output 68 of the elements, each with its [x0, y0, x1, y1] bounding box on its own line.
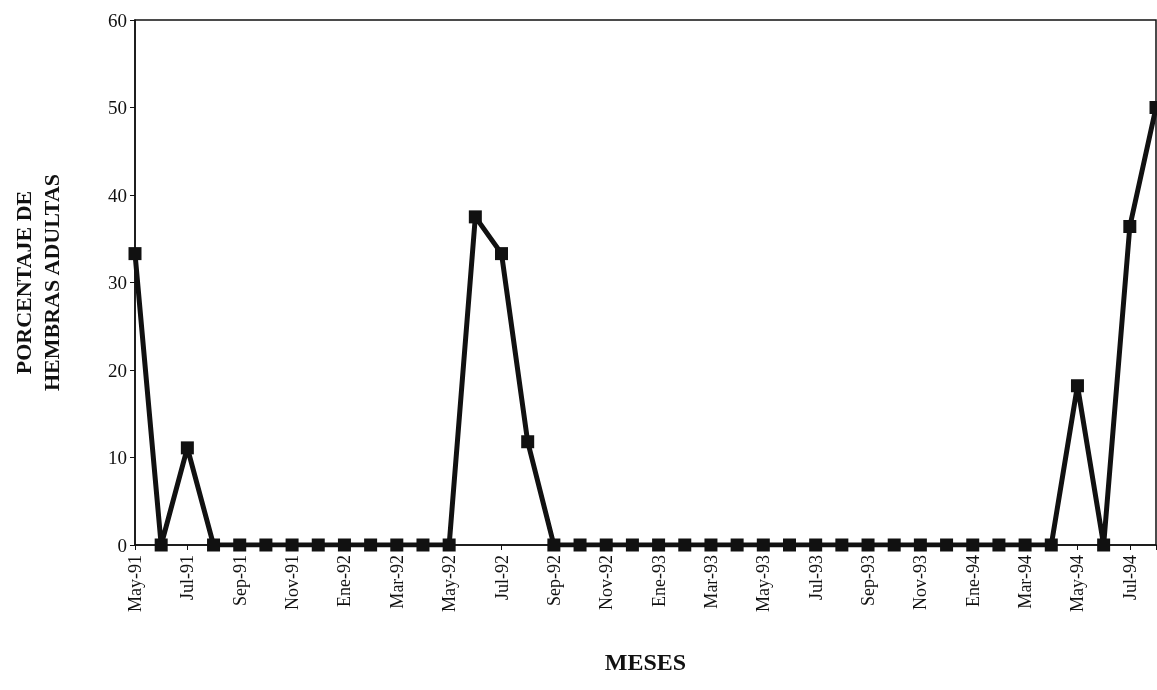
point — [180, 441, 194, 455]
x-tick-label: Nov-92 — [596, 555, 617, 610]
x-tick-label: Jul-92 — [491, 555, 512, 600]
y-tick-label: 0 — [117, 534, 127, 556]
point — [468, 210, 482, 224]
point — [730, 538, 744, 552]
point — [940, 538, 954, 552]
point — [364, 538, 378, 552]
point — [285, 538, 299, 552]
y-tick-label: 40 — [108, 184, 127, 206]
x-tick-label: Mar-93 — [700, 555, 721, 609]
point — [992, 538, 1006, 552]
y-tick-label: 30 — [108, 272, 127, 293]
point — [573, 538, 587, 552]
point — [887, 538, 901, 552]
point — [442, 538, 456, 552]
y-tick-label: 50 — [108, 97, 127, 118]
point — [835, 538, 849, 552]
x-tick-label: Ene-93 — [648, 555, 669, 607]
x-tick-label: Nov-93 — [910, 555, 931, 610]
x-tick-label: Ene-94 — [962, 555, 983, 607]
point — [337, 538, 351, 552]
x-tick-label: Mar-94 — [1015, 555, 1036, 609]
point — [390, 538, 404, 552]
point — [652, 538, 666, 552]
y-tick-label: 60 — [108, 9, 127, 31]
point — [704, 538, 718, 552]
x-tick-label: May-91 — [125, 555, 145, 612]
point — [1044, 538, 1058, 552]
point — [625, 538, 639, 552]
point — [678, 538, 692, 552]
x-tick-label: May-94 — [1067, 555, 1088, 612]
point — [1097, 538, 1111, 552]
point — [495, 247, 509, 261]
x-tick-label: Mar-92 — [386, 555, 407, 609]
point — [861, 538, 875, 552]
x-axis-title: MESES — [604, 649, 687, 675]
y-tick-label: 20 — [108, 359, 127, 381]
x-tick-label: May-93 — [753, 555, 774, 612]
point — [416, 538, 430, 552]
point — [521, 435, 535, 449]
x-tick-label: Jul-91 — [177, 555, 198, 600]
x-tick-label: Sep-92 — [543, 555, 564, 606]
point — [599, 538, 613, 552]
point — [756, 538, 770, 552]
x-tick-label: Sep-93 — [858, 555, 879, 606]
point — [311, 538, 325, 552]
point — [547, 538, 561, 552]
x-tick-label: Ene-92 — [334, 555, 355, 607]
point — [154, 538, 168, 552]
x-tick-label: Jul-93 — [805, 555, 826, 600]
point — [809, 538, 823, 552]
point — [1123, 220, 1137, 233]
point — [233, 538, 247, 552]
point — [1018, 538, 1032, 552]
x-tick-label: May-92 — [439, 555, 460, 612]
point — [966, 538, 980, 552]
x-tick-label: Jul-94 — [1119, 555, 1140, 600]
point — [782, 538, 796, 552]
x-tick-label: Nov-91 — [282, 555, 303, 610]
point — [128, 247, 142, 261]
point — [1070, 379, 1084, 393]
point — [259, 538, 273, 552]
point — [207, 538, 221, 552]
y-tick-label: 10 — [108, 447, 127, 468]
point — [913, 538, 927, 552]
y-axis-title: PORCENTAJE DE HEMBRAS ADULTAS — [10, 173, 64, 392]
x-tick-label: Sep-91 — [229, 555, 250, 606]
